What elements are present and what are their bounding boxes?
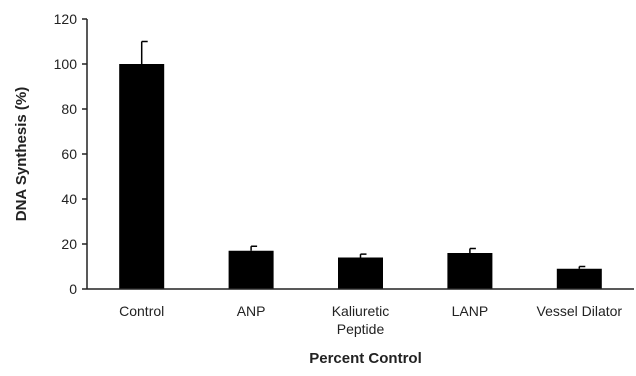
error-bars-layer	[140, 40, 586, 269]
x-category-label-line: Vessel Dilator	[537, 303, 623, 319]
x-category-label: Vessel Dilator	[537, 303, 623, 319]
x-category-label-line: Control	[119, 303, 164, 319]
y-tick-label: 100	[54, 56, 78, 72]
x-category-label-line: ANP	[237, 303, 266, 319]
x-category-label: LANP	[452, 303, 489, 319]
y-tick-label: 40	[61, 191, 77, 207]
y-tick-label: 20	[61, 236, 77, 252]
x-category-labels-layer: Control ANP Kaliuretic Peptide LANP Vessel Di…	[119, 303, 622, 337]
x-category-label-line: Kaliuretic	[332, 303, 390, 319]
bar	[338, 257, 383, 289]
y-tick-label: 120	[54, 11, 78, 27]
x-category-label: Kaliuretic Peptide	[332, 303, 390, 337]
y-tick-label: 80	[61, 101, 77, 117]
bars-layer	[119, 64, 602, 289]
y-tick-label: 60	[61, 146, 77, 162]
y-ticks-layer: 0 20 40 60 80 100 120	[54, 11, 87, 297]
axes-layer	[86, 19, 634, 290]
x-category-label-line: LANP	[452, 303, 489, 319]
y-tick-label: 0	[69, 281, 77, 297]
x-category-label: ANP	[237, 303, 266, 319]
bar	[556, 268, 602, 289]
bar	[119, 64, 165, 289]
y-axis-title: DNA Synthesis (%)	[13, 87, 30, 221]
x-axis-title: Percent Control	[309, 350, 422, 367]
bar	[447, 253, 493, 289]
x-category-label: Control	[119, 303, 164, 319]
x-category-label-line: Peptide	[337, 321, 385, 337]
bar	[228, 250, 274, 289]
